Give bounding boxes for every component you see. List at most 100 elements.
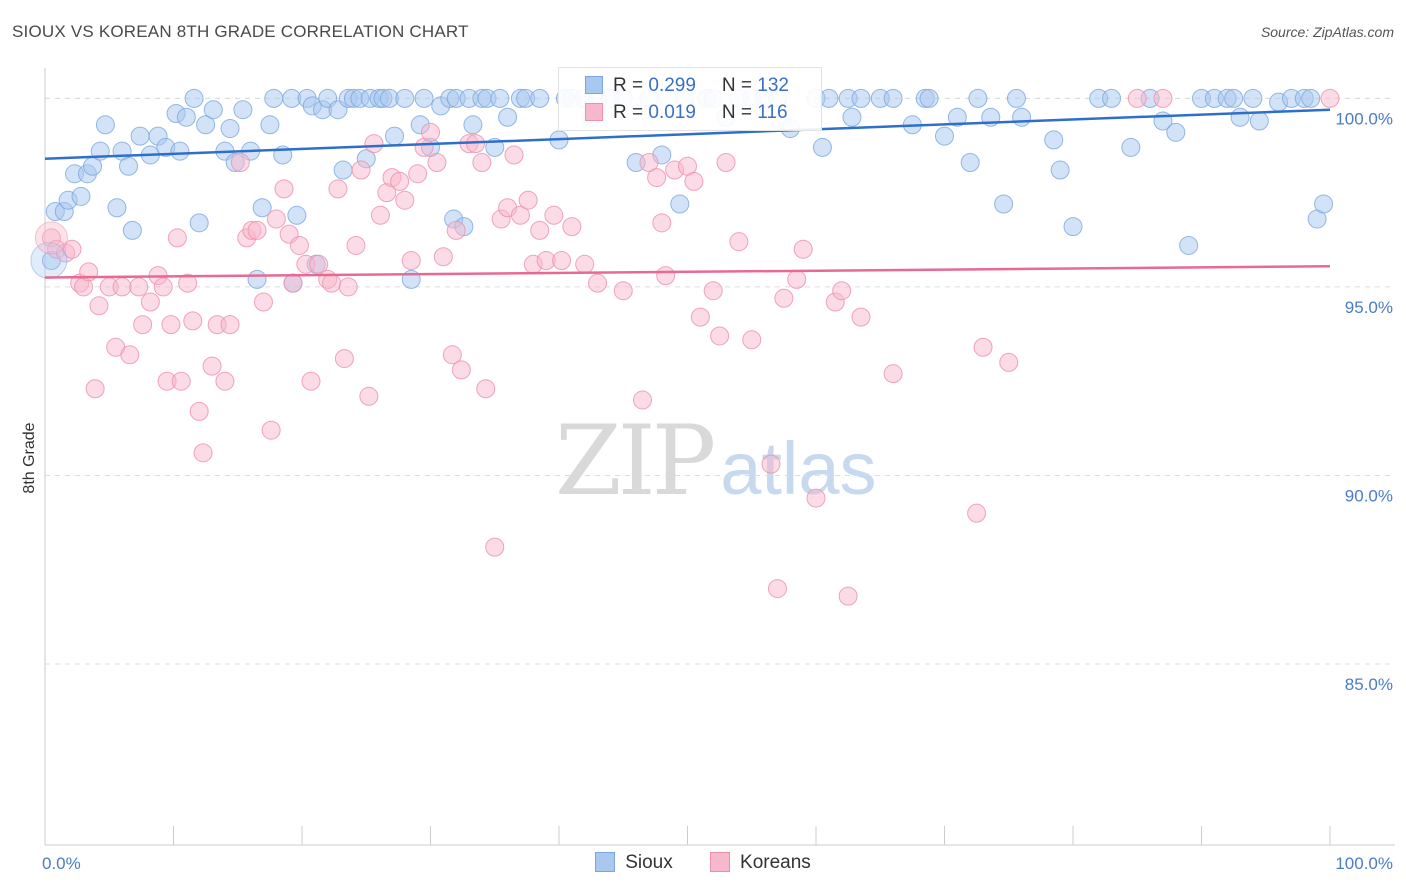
sioux-point — [122, 220, 142, 240]
sioux-point — [1006, 88, 1026, 108]
sioux-r-label: R = — [613, 75, 649, 96]
koreans-point — [442, 345, 462, 365]
sioux-point — [1314, 194, 1334, 214]
koreans-point — [364, 134, 384, 154]
koreans-point — [370, 205, 390, 225]
koreans-point — [433, 247, 453, 267]
koreans-point — [301, 371, 321, 391]
sioux-point — [883, 88, 903, 108]
legend-koreans-label: Koreans — [740, 852, 811, 873]
koreans-point — [253, 292, 273, 312]
koreans-point — [485, 537, 505, 557]
koreans-point — [588, 273, 608, 293]
koreans-point — [220, 315, 240, 335]
koreans-point — [161, 315, 181, 335]
koreans-point — [832, 281, 852, 301]
points-layer — [30, 88, 1340, 606]
koreans-point — [322, 273, 342, 293]
sioux-trend-line — [44, 108, 1331, 160]
koreans-point — [408, 164, 428, 184]
sioux-point — [203, 100, 223, 120]
sioux-point — [498, 107, 518, 127]
legend-item-koreans[interactable]: Koreans — [710, 852, 811, 874]
sioux-point — [994, 194, 1014, 214]
koreans-point — [334, 349, 354, 369]
koreans-swatch — [585, 103, 603, 121]
stats-legend: R = 0.299 N = 132 R = 0.019 N = 116 — [558, 67, 822, 131]
koreans-trend-line — [44, 264, 1331, 279]
x-tick-label: 0.0% — [42, 854, 81, 873]
sioux-point — [960, 152, 980, 172]
sioux-point — [71, 186, 91, 206]
koreans-point — [395, 190, 415, 210]
koreans-point — [328, 179, 348, 199]
source-label: Source: ZipAtlas.com — [1260, 24, 1394, 40]
koreans-point — [472, 152, 492, 172]
sioux-point — [851, 88, 871, 108]
sioux-point — [919, 88, 939, 108]
sioux-point — [1249, 111, 1269, 131]
koreans-r-value: 0.019 — [648, 102, 696, 123]
sioux-r-value: 0.299 — [648, 75, 696, 96]
koreans-point — [510, 205, 530, 225]
legend-koreans-swatch — [710, 852, 731, 872]
sioux-point — [333, 160, 353, 180]
sioux-point — [414, 88, 434, 108]
koreans-point — [451, 360, 471, 380]
series-legend: Sioux Koreans — [0, 852, 1406, 874]
sioux-point — [184, 88, 204, 108]
koreans-point — [34, 221, 68, 255]
axis-layer — [44, 68, 1395, 846]
sioux-point — [260, 115, 280, 135]
koreans-point — [427, 152, 447, 172]
sioux-point — [1121, 137, 1141, 157]
koreans-point — [703, 281, 723, 301]
koreans-point — [421, 122, 440, 142]
legend-item-sioux[interactable]: Sioux — [595, 852, 673, 874]
koreans-point — [552, 251, 572, 271]
sioux-point — [490, 88, 510, 108]
sioux-point — [1301, 88, 1321, 108]
koreans-point — [112, 277, 132, 297]
sioux-point — [670, 194, 690, 214]
koreans-point — [806, 488, 826, 508]
sioux-point — [1166, 122, 1186, 142]
koreans-point — [89, 296, 109, 316]
koreans-point — [787, 269, 807, 289]
legend-sioux-label: Sioux — [625, 852, 673, 873]
koreans-point — [283, 273, 303, 293]
koreans-point — [562, 217, 582, 237]
sioux-point — [1179, 235, 1199, 255]
koreans-point — [167, 228, 187, 248]
sioux-point — [189, 213, 209, 233]
koreans-point — [215, 371, 235, 391]
sioux-point — [1063, 217, 1083, 237]
koreans-point — [761, 454, 781, 474]
watermark-atlas: atlas — [720, 427, 877, 510]
koreans-point — [639, 152, 659, 172]
koreans-point — [518, 190, 538, 210]
koreans-point — [504, 145, 524, 165]
legend-sioux-swatch — [595, 852, 616, 872]
sioux-point — [947, 107, 967, 127]
koreans-point — [338, 277, 358, 297]
koreans-point — [544, 205, 564, 225]
sioux-point — [842, 107, 862, 127]
sioux-point — [1044, 130, 1064, 150]
sioux-point — [1012, 107, 1032, 127]
koreans-point — [1320, 88, 1340, 108]
koreans-point — [656, 266, 676, 286]
koreans-point — [613, 281, 633, 301]
y-tick-label: 95.0% — [1345, 298, 1393, 317]
y-tick-label: 90.0% — [1345, 486, 1393, 505]
sioux-point — [95, 115, 115, 135]
koreans-point — [401, 251, 421, 271]
sioux-n-label: N = — [721, 75, 758, 96]
sioux-point — [119, 156, 139, 176]
sioux-point — [233, 100, 253, 120]
y-axis-label: 8th Grade — [21, 422, 38, 493]
koreans-point — [793, 239, 813, 259]
trend-layer — [44, 108, 1331, 279]
koreans-point — [710, 326, 730, 346]
sioux-point — [935, 126, 954, 146]
